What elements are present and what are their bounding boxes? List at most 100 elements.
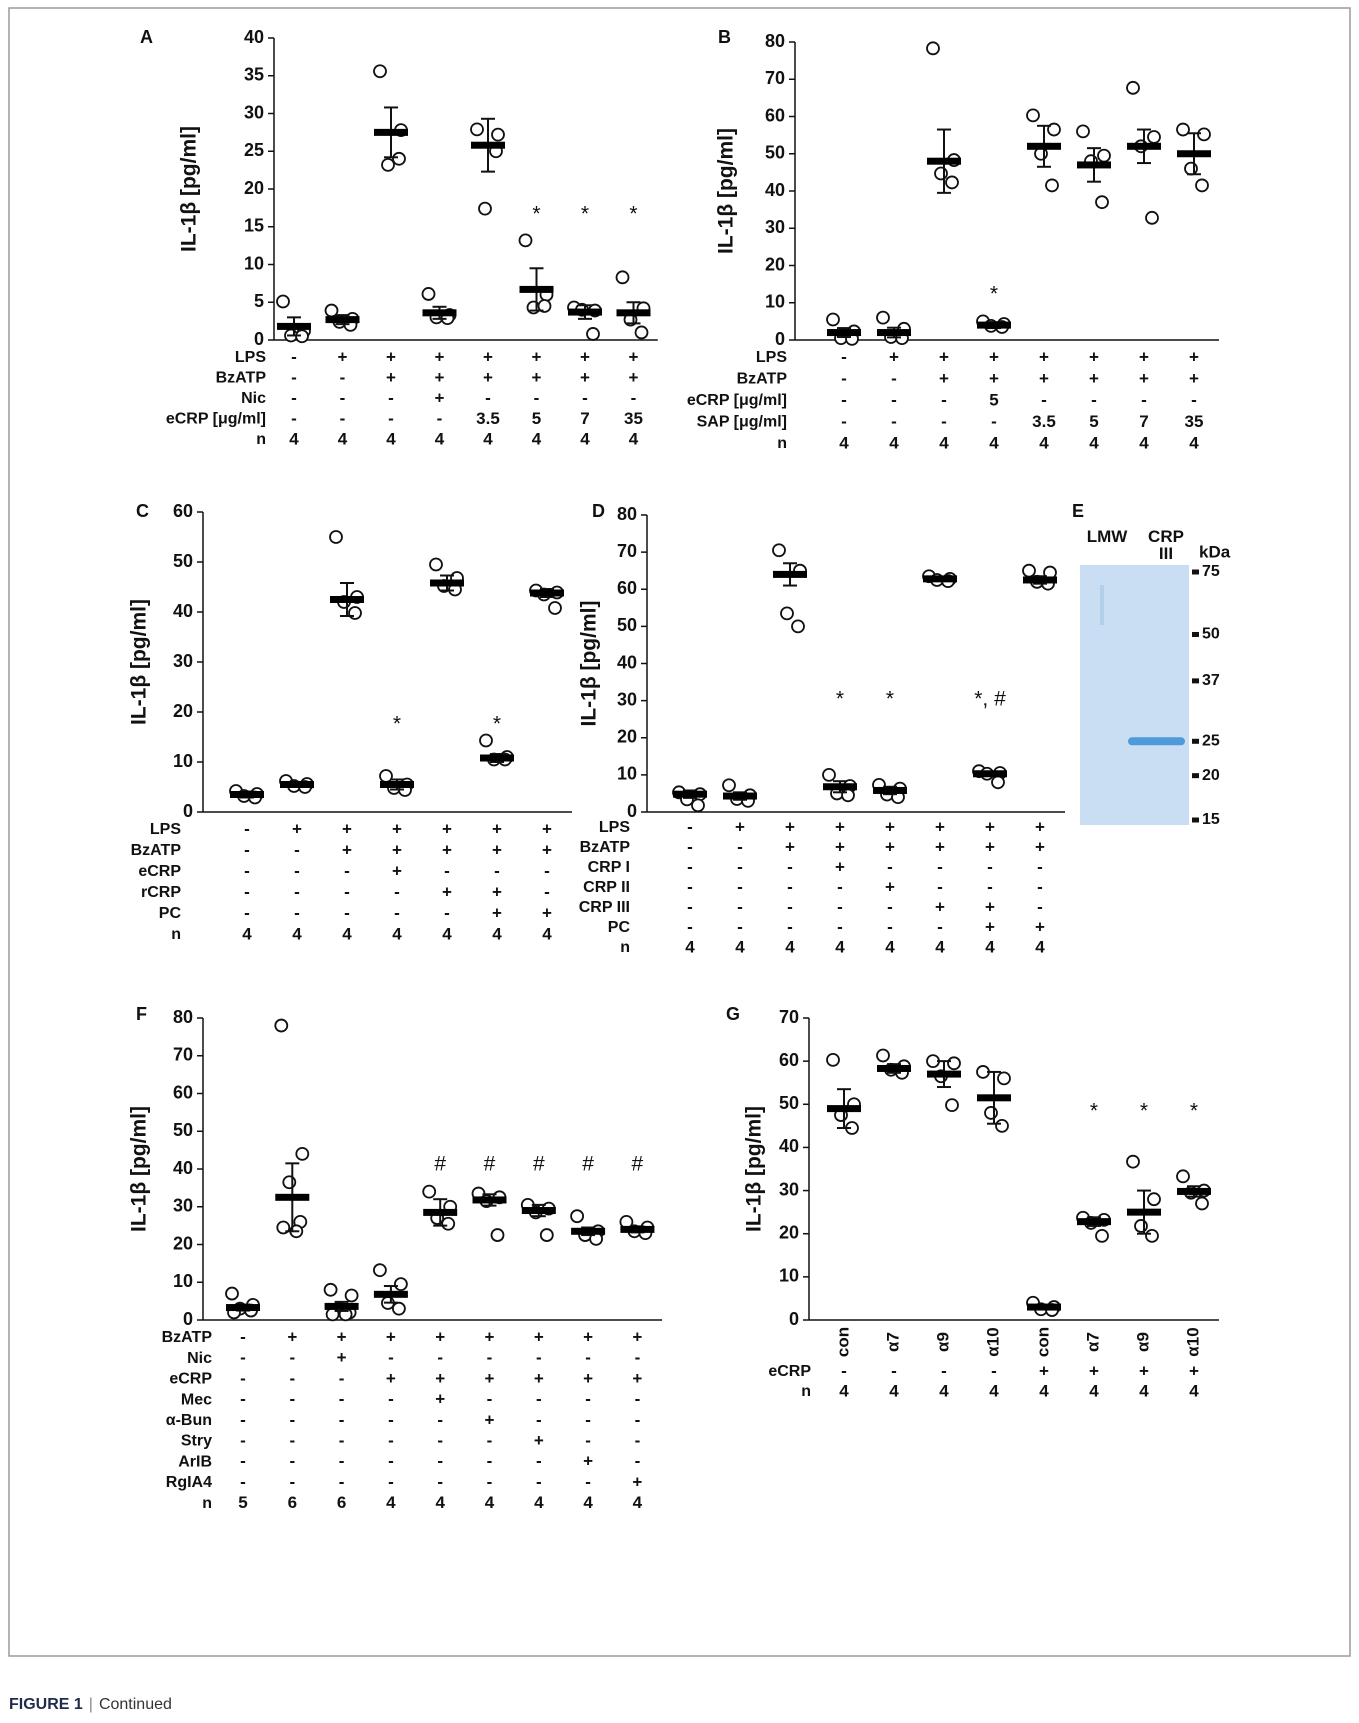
- condition-label: eCRP: [138, 863, 181, 880]
- significance-mark: #: [434, 1153, 446, 1176]
- mean-bar: [1077, 161, 1111, 169]
- caption: FIGURE 1 | Continued: [9, 1696, 172, 1713]
- condition-value: -: [289, 1369, 295, 1388]
- y-tick-label: 30: [244, 102, 264, 122]
- caption-separator: |: [89, 1696, 93, 1713]
- condition-value: -: [388, 1472, 394, 1491]
- condition-value: -: [635, 1348, 641, 1367]
- data-point: [391, 1301, 406, 1316]
- condition-value: -: [544, 861, 550, 880]
- condition-value: -: [837, 877, 843, 896]
- condition-value: -: [487, 1452, 493, 1471]
- condition-value: +: [1039, 347, 1049, 366]
- condition-value: 4: [839, 1381, 849, 1400]
- condition-label: n: [171, 926, 181, 943]
- condition-label: n: [801, 1383, 811, 1400]
- condition-value: +: [542, 819, 552, 838]
- condition-value: -: [344, 903, 350, 922]
- condition-value: +: [485, 1327, 495, 1346]
- mean-bar: [280, 781, 314, 788]
- y-tick-label: 50: [173, 551, 193, 571]
- significance-mark: *: [990, 283, 998, 306]
- y-tick-label: 0: [775, 329, 785, 349]
- data-point: [1147, 130, 1161, 144]
- condition-value: -: [388, 388, 394, 407]
- gel: [1080, 565, 1189, 825]
- condition-label: CRP I: [588, 859, 630, 876]
- condition-value: +: [435, 347, 445, 366]
- condition-value: 4: [435, 1493, 445, 1512]
- condition-value: -: [485, 388, 491, 407]
- data-point: [1195, 178, 1209, 193]
- mean-bar: [973, 770, 1007, 778]
- data-point: [772, 543, 786, 558]
- data-point: [441, 1216, 456, 1231]
- mean-bar: [1023, 576, 1057, 584]
- y-tick-label: 10: [765, 292, 785, 312]
- condition-value: -: [841, 390, 847, 409]
- condition-value: +: [1089, 347, 1099, 366]
- mean-bar: [374, 128, 408, 136]
- panel-letter: G: [726, 1004, 740, 1024]
- y-tick-label: 5: [254, 291, 264, 311]
- condition-value: 4: [889, 1381, 899, 1400]
- y-tick-label: 0: [254, 329, 264, 349]
- condition-value: -: [339, 1390, 345, 1409]
- condition-value: 4: [839, 433, 849, 452]
- condition-value: +: [835, 837, 845, 856]
- data-point: [1026, 108, 1040, 123]
- data-point: [945, 175, 959, 190]
- mean-bar: [620, 1225, 655, 1233]
- condition-value: +: [885, 837, 895, 856]
- condition-value: -: [534, 388, 540, 407]
- condition-value: 4: [1189, 433, 1199, 452]
- condition-value: +: [629, 347, 639, 366]
- data-point: [826, 312, 840, 327]
- y-axis-label: IL-1β [pg/ml]: [178, 126, 201, 252]
- condition-value: +: [989, 369, 999, 388]
- condition-label: BzATP: [580, 839, 631, 856]
- y-tick-label: 30: [173, 651, 193, 671]
- y-tick-label: 0: [183, 801, 193, 821]
- condition-value: -: [340, 388, 346, 407]
- condition-value: +: [1139, 369, 1149, 388]
- condition-value: +: [889, 347, 899, 366]
- condition-value: -: [987, 877, 993, 896]
- condition-label: BzATP: [737, 371, 788, 388]
- data-point: [323, 1282, 338, 1297]
- mean-bar: [1077, 1218, 1111, 1226]
- marker-tick: [1192, 817, 1199, 823]
- condition-value: -: [437, 1410, 443, 1429]
- condition-value: 4: [386, 1493, 396, 1512]
- condition-value: +: [989, 347, 999, 366]
- condition-value: -: [737, 897, 743, 916]
- condition-value: +: [935, 837, 945, 856]
- significance-mark: *: [1090, 1100, 1098, 1123]
- y-tick-label: 0: [183, 1309, 193, 1329]
- condition-value: 4: [785, 937, 795, 956]
- condition-value: -: [437, 1452, 443, 1471]
- condition-value: -: [787, 857, 793, 876]
- mean-bar: [1027, 142, 1061, 150]
- panel-letter: C: [136, 501, 149, 521]
- condition-value: -: [1037, 857, 1043, 876]
- mean-bar: [1027, 1303, 1061, 1311]
- mean-bar: [877, 1064, 911, 1072]
- condition-label: n: [202, 1495, 212, 1512]
- condition-value: -: [536, 1472, 542, 1491]
- data-point: [876, 1048, 890, 1063]
- condition-value: 5: [532, 409, 541, 428]
- y-axis-label: IL-1β [pg/ml]: [128, 1106, 151, 1232]
- condition-value: -: [437, 1472, 443, 1491]
- condition-value: 4: [342, 924, 352, 943]
- data-point: [1147, 1192, 1161, 1207]
- condition-value: -: [841, 347, 847, 366]
- condition-value: -: [444, 861, 450, 880]
- data-point: [344, 1288, 359, 1303]
- data-point: [722, 778, 736, 793]
- condition-value: -: [340, 409, 346, 428]
- condition-value: +: [1089, 369, 1099, 388]
- data-point: [1097, 148, 1111, 163]
- condition-value: +: [580, 368, 590, 387]
- condition-value: -: [339, 1410, 345, 1429]
